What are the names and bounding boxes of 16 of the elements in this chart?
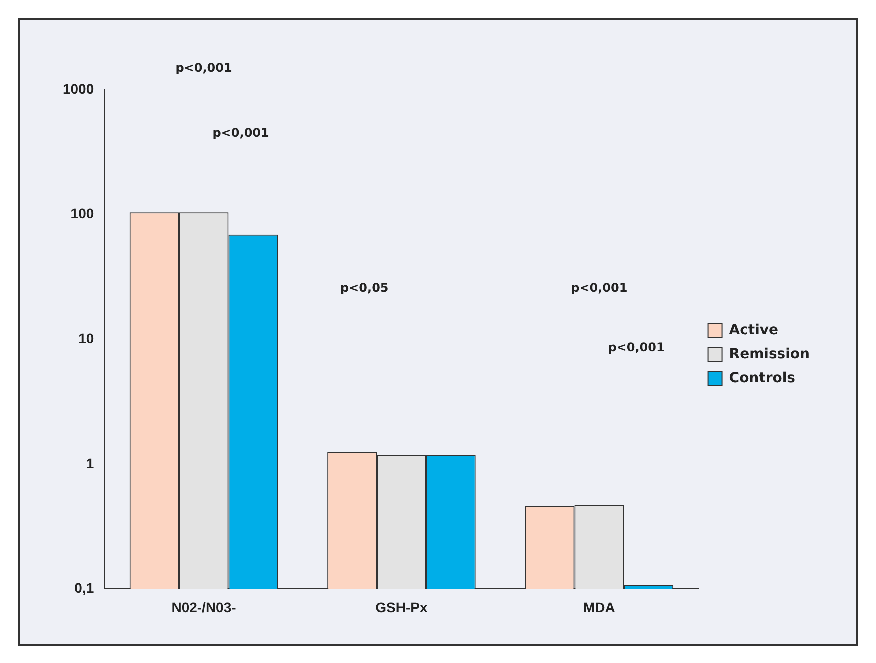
- y-tick-label: 1: [86, 455, 94, 472]
- annotation: p<0,001: [212, 126, 270, 140]
- legend-label: Remission: [729, 346, 810, 363]
- legend-label: Active: [729, 322, 779, 339]
- annotation: p<0,001: [571, 280, 628, 295]
- y-tick-label: 1000: [62, 80, 94, 97]
- x-tick-label: MDA: [583, 599, 616, 616]
- annotation: p<0,001: [608, 340, 665, 355]
- x-tick-label: N02-/N03-: [172, 599, 237, 616]
- text: p<0,001: [176, 61, 232, 76]
- legend-label: Controls: [729, 370, 796, 387]
- y-tick-label: 10: [78, 330, 94, 346]
- y-tick-label: 100: [70, 206, 94, 222]
- x-tick-label: GSH-Px: [376, 599, 428, 616]
- y-tick-label: 0,1: [74, 580, 94, 596]
- annotation: p<0,05: [340, 280, 389, 295]
